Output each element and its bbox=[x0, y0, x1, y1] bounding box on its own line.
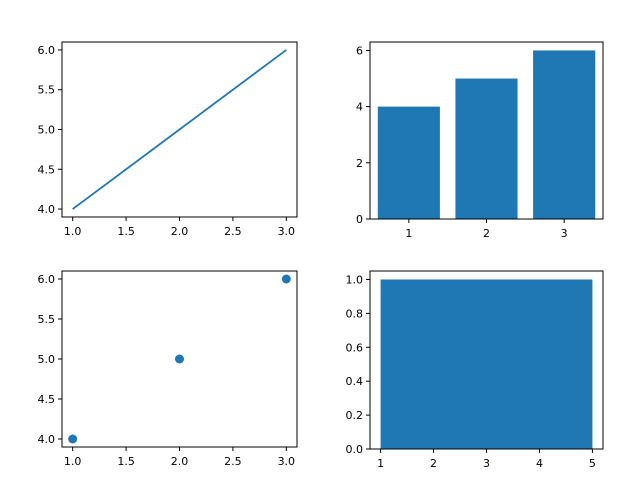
y-tick-label: 0.0 bbox=[346, 443, 364, 456]
y-tick-label: 6.0 bbox=[38, 44, 56, 57]
x-tick-label: 2 bbox=[483, 227, 490, 240]
x-tick-label: 1.0 bbox=[64, 455, 82, 468]
chart-panel-2: 1 2 3 0 2 4 6 bbox=[356, 41, 604, 240]
scatter-point-3 bbox=[281, 274, 291, 284]
y-tick-label: 4.0 bbox=[38, 433, 56, 446]
y-tick-label: 5.0 bbox=[38, 353, 56, 366]
y-tick-label: 4.0 bbox=[38, 203, 56, 216]
y-tick-label: 4.5 bbox=[38, 393, 56, 406]
x-tick-label: 2.5 bbox=[224, 455, 242, 468]
y-tick-label: 6.0 bbox=[38, 273, 56, 286]
y-tick-label: 0 bbox=[356, 213, 363, 226]
line-series bbox=[72, 49, 287, 210]
y-tick-label: 5.0 bbox=[38, 124, 56, 137]
y-tick-label: 0.2 bbox=[346, 409, 364, 422]
x-tick-label: 4 bbox=[536, 457, 543, 470]
bar-1 bbox=[377, 106, 440, 219]
chart-panel-4: 1 2 3 4 5 0.0 0.2 0.4 0.6 0.8 1.0 bbox=[346, 270, 604, 470]
y-tick-label: 0.8 bbox=[346, 307, 364, 320]
x-tick-label: 1.5 bbox=[117, 225, 135, 238]
scatter-point-1 bbox=[68, 434, 78, 444]
bar-1 bbox=[380, 279, 593, 449]
x-tick-label: 3.0 bbox=[278, 455, 296, 468]
y-tick-label: 1.0 bbox=[346, 273, 364, 286]
x-tick-label: 3.0 bbox=[278, 225, 296, 238]
bar-2 bbox=[455, 78, 518, 220]
y-tick-label: 4.5 bbox=[38, 163, 56, 176]
y-tick-label: 0.4 bbox=[346, 375, 364, 388]
x-tick-label: 2.0 bbox=[171, 225, 189, 238]
y-tick-label: 5.5 bbox=[38, 84, 56, 97]
y-tick-label: 2 bbox=[356, 157, 363, 170]
x-tick-label: 2.0 bbox=[171, 455, 189, 468]
x-tick-label: 1.5 bbox=[117, 455, 135, 468]
y-tick-label: 0.6 bbox=[346, 341, 364, 354]
chart-panel-1: 1.0 1.5 2.0 2.5 3.0 4.0 4.5 5.0 5.5 6.0 bbox=[38, 41, 298, 238]
x-tick-label: 1.0 bbox=[64, 225, 82, 238]
y-tick-label: 6 bbox=[356, 44, 363, 57]
x-tick-label: 1 bbox=[405, 227, 412, 240]
x-tick-label: 2.5 bbox=[224, 225, 242, 238]
y-tick-label: 5.5 bbox=[38, 313, 56, 326]
x-tick-label: 1 bbox=[377, 457, 384, 470]
y-tick-label: 4 bbox=[356, 101, 363, 114]
bar-3 bbox=[533, 50, 596, 219]
chart-panel-3: 1.0 1.5 2.0 2.5 3.0 4.0 4.5 5.0 5.5 6.0 bbox=[38, 270, 298, 468]
x-tick-label: 5 bbox=[589, 457, 596, 470]
x-tick-label: 3 bbox=[483, 457, 490, 470]
scatter-point-2 bbox=[175, 354, 184, 364]
x-tick-label: 3 bbox=[561, 227, 568, 240]
x-tick-label: 2 bbox=[430, 457, 437, 470]
